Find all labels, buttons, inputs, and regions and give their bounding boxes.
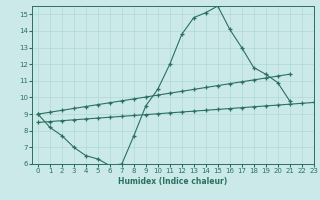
X-axis label: Humidex (Indice chaleur): Humidex (Indice chaleur) xyxy=(118,177,228,186)
